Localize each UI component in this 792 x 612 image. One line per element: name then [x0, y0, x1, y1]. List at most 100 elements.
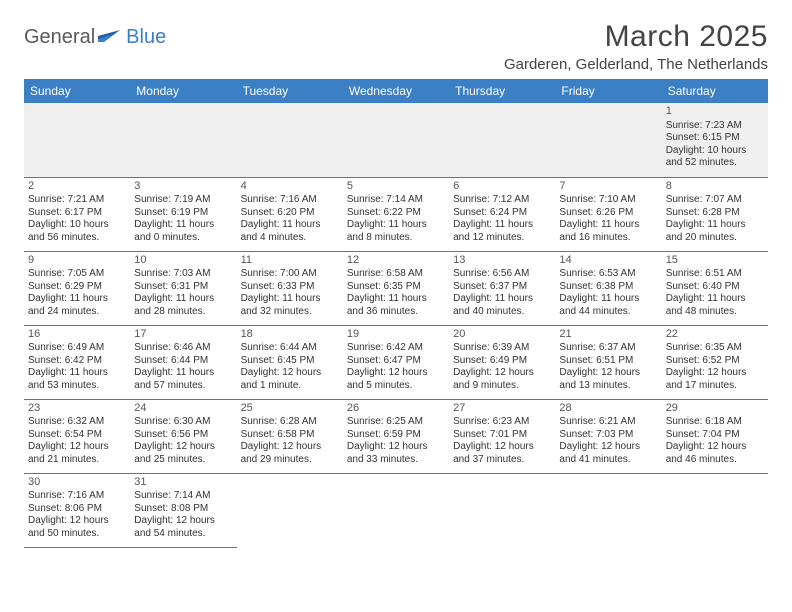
calendar-cell: 28Sunrise: 6:21 AMSunset: 7:03 PMDayligh…	[555, 399, 661, 473]
sunrise-text: Sunrise: 6:21 AM	[559, 416, 657, 429]
day-header: Thursday	[449, 79, 555, 103]
sunset-text: Sunset: 6:28 PM	[666, 207, 764, 220]
day-number: 4	[241, 180, 339, 194]
sunrise-text: Sunrise: 6:56 AM	[453, 268, 551, 281]
sunrise-text: Sunrise: 7:16 AM	[28, 490, 126, 503]
calendar-cell: 11Sunrise: 7:00 AMSunset: 6:33 PMDayligh…	[237, 251, 343, 325]
daylight-text: Daylight: 12 hours and 41 minutes.	[559, 441, 657, 466]
calendar-cell: 20Sunrise: 6:39 AMSunset: 6:49 PMDayligh…	[449, 325, 555, 399]
sunrise-text: Sunrise: 6:37 AM	[559, 342, 657, 355]
sunrise-text: Sunrise: 6:23 AM	[453, 416, 551, 429]
calendar-cell: 25Sunrise: 6:28 AMSunset: 6:58 PMDayligh…	[237, 399, 343, 473]
daylight-text: Daylight: 11 hours and 53 minutes.	[28, 367, 126, 392]
day-number: 17	[134, 328, 232, 342]
day-header: Saturday	[662, 79, 768, 103]
sunrise-text: Sunrise: 6:51 AM	[666, 268, 764, 281]
daylight-text: Daylight: 12 hours and 21 minutes.	[28, 441, 126, 466]
sunset-text: Sunset: 6:54 PM	[28, 429, 126, 442]
daylight-text: Daylight: 11 hours and 8 minutes.	[347, 219, 445, 244]
calendar-cell: 29Sunrise: 6:18 AMSunset: 7:04 PMDayligh…	[662, 399, 768, 473]
daylight-text: Daylight: 10 hours and 52 minutes.	[666, 145, 764, 170]
day-number: 30	[28, 476, 126, 490]
daylight-text: Daylight: 10 hours and 56 minutes.	[28, 219, 126, 244]
day-number: 12	[347, 254, 445, 268]
day-number: 8	[666, 180, 764, 194]
sunrise-text: Sunrise: 6:18 AM	[666, 416, 764, 429]
daylight-text: Daylight: 11 hours and 57 minutes.	[134, 367, 232, 392]
calendar-cell	[662, 473, 768, 547]
day-number: 5	[347, 180, 445, 194]
daylight-text: Daylight: 11 hours and 16 minutes.	[559, 219, 657, 244]
daylight-text: Daylight: 12 hours and 33 minutes.	[347, 441, 445, 466]
calendar-cell: 7Sunrise: 7:10 AMSunset: 6:26 PMDaylight…	[555, 177, 661, 251]
day-number: 20	[453, 328, 551, 342]
calendar-cell: 26Sunrise: 6:25 AMSunset: 6:59 PMDayligh…	[343, 399, 449, 473]
day-number: 13	[453, 254, 551, 268]
calendar-row: 16Sunrise: 6:49 AMSunset: 6:42 PMDayligh…	[24, 325, 768, 399]
sunrise-text: Sunrise: 7:00 AM	[241, 268, 339, 281]
day-number: 21	[559, 328, 657, 342]
sunrise-text: Sunrise: 7:07 AM	[666, 194, 764, 207]
calendar-cell	[24, 103, 130, 177]
sunset-text: Sunset: 6:31 PM	[134, 281, 232, 294]
sunset-text: Sunset: 7:04 PM	[666, 429, 764, 442]
sunset-text: Sunset: 6:58 PM	[241, 429, 339, 442]
sunset-text: Sunset: 6:15 PM	[666, 132, 764, 145]
title-block: March 2025 Garderen, Gelderland, The Net…	[504, 20, 768, 73]
sunrise-text: Sunrise: 6:42 AM	[347, 342, 445, 355]
calendar-cell: 17Sunrise: 6:46 AMSunset: 6:44 PMDayligh…	[130, 325, 236, 399]
sunset-text: Sunset: 7:01 PM	[453, 429, 551, 442]
location-text: Garderen, Gelderland, The Netherlands	[504, 56, 768, 73]
calendar-cell: 31Sunrise: 7:14 AMSunset: 8:08 PMDayligh…	[130, 473, 236, 547]
daylight-text: Daylight: 11 hours and 48 minutes.	[666, 293, 764, 318]
day-number: 9	[28, 254, 126, 268]
sunrise-text: Sunrise: 7:03 AM	[134, 268, 232, 281]
day-number: 11	[241, 254, 339, 268]
calendar-cell: 14Sunrise: 6:53 AMSunset: 6:38 PMDayligh…	[555, 251, 661, 325]
day-header: Monday	[130, 79, 236, 103]
logo: General Blue	[24, 26, 166, 49]
day-header: Wednesday	[343, 79, 449, 103]
calendar-cell: 3Sunrise: 7:19 AMSunset: 6:19 PMDaylight…	[130, 177, 236, 251]
sunrise-text: Sunrise: 6:39 AM	[453, 342, 551, 355]
calendar-cell: 13Sunrise: 6:56 AMSunset: 6:37 PMDayligh…	[449, 251, 555, 325]
daylight-text: Daylight: 11 hours and 32 minutes.	[241, 293, 339, 318]
calendar-cell: 8Sunrise: 7:07 AMSunset: 6:28 PMDaylight…	[662, 177, 768, 251]
day-header-row: Sunday Monday Tuesday Wednesday Thursday…	[24, 79, 768, 103]
sunrise-text: Sunrise: 7:21 AM	[28, 194, 126, 207]
calendar-cell: 9Sunrise: 7:05 AMSunset: 6:29 PMDaylight…	[24, 251, 130, 325]
calendar-cell	[130, 103, 236, 177]
calendar-row: 30Sunrise: 7:16 AMSunset: 8:06 PMDayligh…	[24, 473, 768, 547]
sunrise-text: Sunrise: 7:12 AM	[453, 194, 551, 207]
sunset-text: Sunset: 6:52 PM	[666, 355, 764, 368]
day-number: 2	[28, 180, 126, 194]
calendar-cell: 18Sunrise: 6:44 AMSunset: 6:45 PMDayligh…	[237, 325, 343, 399]
calendar-cell: 6Sunrise: 7:12 AMSunset: 6:24 PMDaylight…	[449, 177, 555, 251]
day-number: 19	[347, 328, 445, 342]
sunrise-text: Sunrise: 7:14 AM	[134, 490, 232, 503]
daylight-text: Daylight: 11 hours and 4 minutes.	[241, 219, 339, 244]
day-number: 7	[559, 180, 657, 194]
calendar-table: Sunday Monday Tuesday Wednesday Thursday…	[24, 79, 768, 548]
sunset-text: Sunset: 6:40 PM	[666, 281, 764, 294]
sunrise-text: Sunrise: 6:49 AM	[28, 342, 126, 355]
sunset-text: Sunset: 6:49 PM	[453, 355, 551, 368]
day-header: Tuesday	[237, 79, 343, 103]
sunset-text: Sunset: 6:44 PM	[134, 355, 232, 368]
calendar-cell	[449, 473, 555, 547]
day-number: 14	[559, 254, 657, 268]
calendar-cell	[237, 473, 343, 547]
sunset-text: Sunset: 6:20 PM	[241, 207, 339, 220]
sunrise-text: Sunrise: 7:19 AM	[134, 194, 232, 207]
sunset-text: Sunset: 7:03 PM	[559, 429, 657, 442]
calendar-cell	[555, 473, 661, 547]
daylight-text: Daylight: 12 hours and 13 minutes.	[559, 367, 657, 392]
sunset-text: Sunset: 6:56 PM	[134, 429, 232, 442]
daylight-text: Daylight: 12 hours and 50 minutes.	[28, 515, 126, 540]
day-number: 22	[666, 328, 764, 342]
calendar-cell: 5Sunrise: 7:14 AMSunset: 6:22 PMDaylight…	[343, 177, 449, 251]
calendar-cell	[343, 473, 449, 547]
day-number: 15	[666, 254, 764, 268]
day-number: 18	[241, 328, 339, 342]
sunset-text: Sunset: 6:42 PM	[28, 355, 126, 368]
